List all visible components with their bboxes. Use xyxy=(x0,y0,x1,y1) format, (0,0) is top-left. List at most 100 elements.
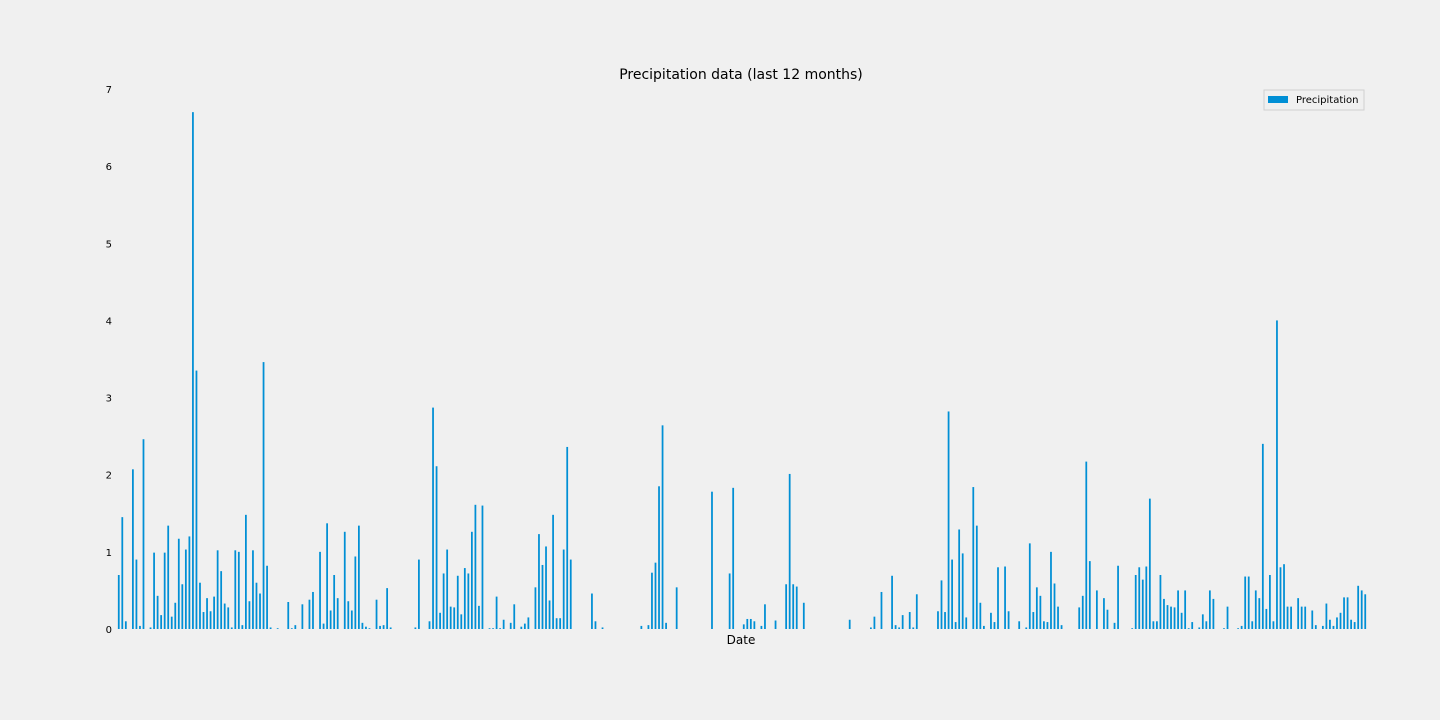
bar xyxy=(562,549,565,629)
bar xyxy=(1283,564,1285,629)
bar xyxy=(1032,612,1035,629)
bar xyxy=(1134,575,1137,629)
bar xyxy=(527,617,530,629)
bar xyxy=(569,559,572,629)
bar xyxy=(252,550,254,629)
bar xyxy=(1053,583,1056,629)
bar xyxy=(1254,590,1257,629)
bar xyxy=(1028,543,1031,629)
bar xyxy=(382,625,385,629)
bar xyxy=(439,612,441,629)
bar xyxy=(220,571,223,629)
bar xyxy=(647,625,650,629)
bar xyxy=(174,602,177,629)
bar xyxy=(912,627,915,629)
bar xyxy=(1148,498,1151,629)
bar xyxy=(753,621,756,629)
bar xyxy=(139,625,141,629)
bar xyxy=(880,591,883,629)
bar xyxy=(1244,576,1247,629)
bar xyxy=(195,370,198,629)
bar xyxy=(1208,590,1211,629)
bar xyxy=(965,617,968,629)
bar xyxy=(1025,627,1028,629)
bar xyxy=(1163,598,1165,629)
x-axis-label: Date xyxy=(727,633,756,647)
bar xyxy=(1088,561,1091,629)
bar xyxy=(1353,622,1356,629)
bar xyxy=(1184,590,1187,629)
bar xyxy=(651,572,653,629)
bar xyxy=(1311,610,1314,629)
bar xyxy=(979,602,982,629)
bar xyxy=(1085,461,1088,629)
bar xyxy=(1279,567,1282,629)
bar xyxy=(675,587,678,629)
bar xyxy=(559,618,562,629)
bar xyxy=(188,536,191,629)
bar xyxy=(1240,625,1243,629)
bar xyxy=(368,628,371,629)
bar xyxy=(269,627,272,629)
bar xyxy=(1177,590,1179,629)
y-tick-label: 4 xyxy=(106,316,112,327)
bar xyxy=(785,584,788,629)
bar xyxy=(326,523,328,629)
bar xyxy=(389,627,392,629)
bar xyxy=(488,628,491,629)
bar xyxy=(1297,598,1300,629)
bar xyxy=(361,622,364,629)
bar xyxy=(555,618,558,629)
bar xyxy=(1046,622,1049,629)
y-tick-label: 6 xyxy=(106,162,112,173)
bar xyxy=(290,628,293,629)
bar xyxy=(732,487,735,629)
bar xyxy=(121,517,124,629)
y-axis-ticks: 0 1 2 3 4 5 6 7 xyxy=(106,85,112,636)
bar xyxy=(308,599,311,629)
bar xyxy=(1156,621,1158,629)
bar xyxy=(301,604,304,629)
bar xyxy=(1346,597,1349,629)
bar xyxy=(294,625,297,629)
bar xyxy=(538,534,540,629)
bar xyxy=(1321,625,1324,629)
bar xyxy=(873,616,876,629)
bar xyxy=(870,627,872,629)
bar xyxy=(792,584,795,629)
bar xyxy=(1276,320,1278,629)
bar xyxy=(167,525,170,629)
bar xyxy=(1290,606,1292,629)
bar xyxy=(227,607,230,629)
bar xyxy=(658,486,660,629)
bar xyxy=(1198,627,1201,629)
bar xyxy=(1078,607,1081,629)
bar xyxy=(915,594,918,629)
bar xyxy=(1152,621,1155,629)
bar xyxy=(534,587,537,629)
bar xyxy=(234,550,237,629)
bar xyxy=(358,525,360,629)
bar xyxy=(319,551,321,629)
bar xyxy=(1018,621,1021,629)
bar xyxy=(1138,567,1141,629)
bar xyxy=(548,600,551,629)
bar xyxy=(1043,621,1045,629)
bar xyxy=(591,593,593,629)
bar xyxy=(1336,617,1338,629)
bar xyxy=(1131,628,1134,629)
bar xyxy=(1170,606,1172,629)
bar xyxy=(891,575,893,629)
bar xyxy=(1329,619,1331,629)
bar xyxy=(993,622,996,629)
bar xyxy=(386,588,389,629)
bar xyxy=(153,552,155,629)
bar xyxy=(795,586,798,629)
bar xyxy=(170,616,173,629)
bar xyxy=(432,407,434,629)
bar xyxy=(1272,621,1275,629)
bar xyxy=(1187,628,1190,629)
bar xyxy=(848,619,851,629)
bar xyxy=(216,550,219,629)
bar xyxy=(266,565,268,629)
